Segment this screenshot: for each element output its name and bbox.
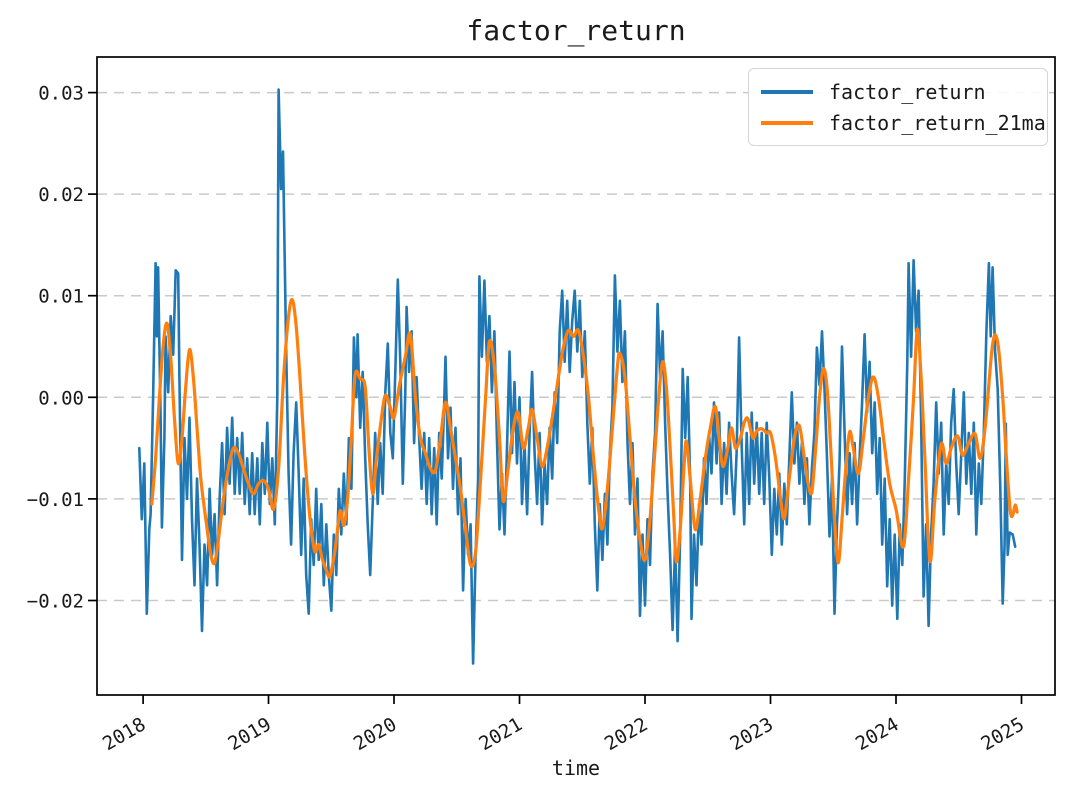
y-tick-label: 0.01	[38, 286, 84, 308]
x-tick-label: 2018	[99, 713, 150, 755]
legend-swatch	[761, 120, 813, 125]
y-tick-label: 0.03	[38, 83, 84, 105]
axes-frame	[96, 56, 1056, 696]
legend-label: factor_return_21ma	[829, 110, 1046, 135]
legend-entry-factor-return: factor_return	[761, 76, 1035, 107]
x-tick-label: 2019	[224, 713, 275, 755]
y-tick-label: 0.02	[38, 184, 84, 206]
y-tick-label: 0.00	[38, 387, 84, 409]
legend-swatch	[761, 89, 813, 94]
y-tick-label: −0.01	[27, 489, 84, 511]
chart-title: factor_return	[466, 14, 686, 47]
factor_return-line	[138, 88, 1017, 665]
factor_return_21ma-line	[150, 297, 1019, 579]
x-axis-label: time	[551, 756, 601, 780]
x-tick-label: 2021	[475, 713, 526, 755]
legend-label: factor_return	[829, 79, 986, 104]
x-tick-label: 2023	[726, 713, 777, 755]
legend-entry-factor-return-21ma: factor_return_21ma	[761, 107, 1046, 138]
x-tick-label: 2020	[350, 713, 401, 755]
y-tick-label: −0.02	[27, 591, 84, 613]
legend: factor_return factor_return_21ma	[748, 68, 1048, 146]
x-tick-label: 2025	[977, 713, 1028, 755]
x-tick-label: 2022	[601, 713, 652, 755]
x-tick-label: 2024	[852, 713, 903, 755]
